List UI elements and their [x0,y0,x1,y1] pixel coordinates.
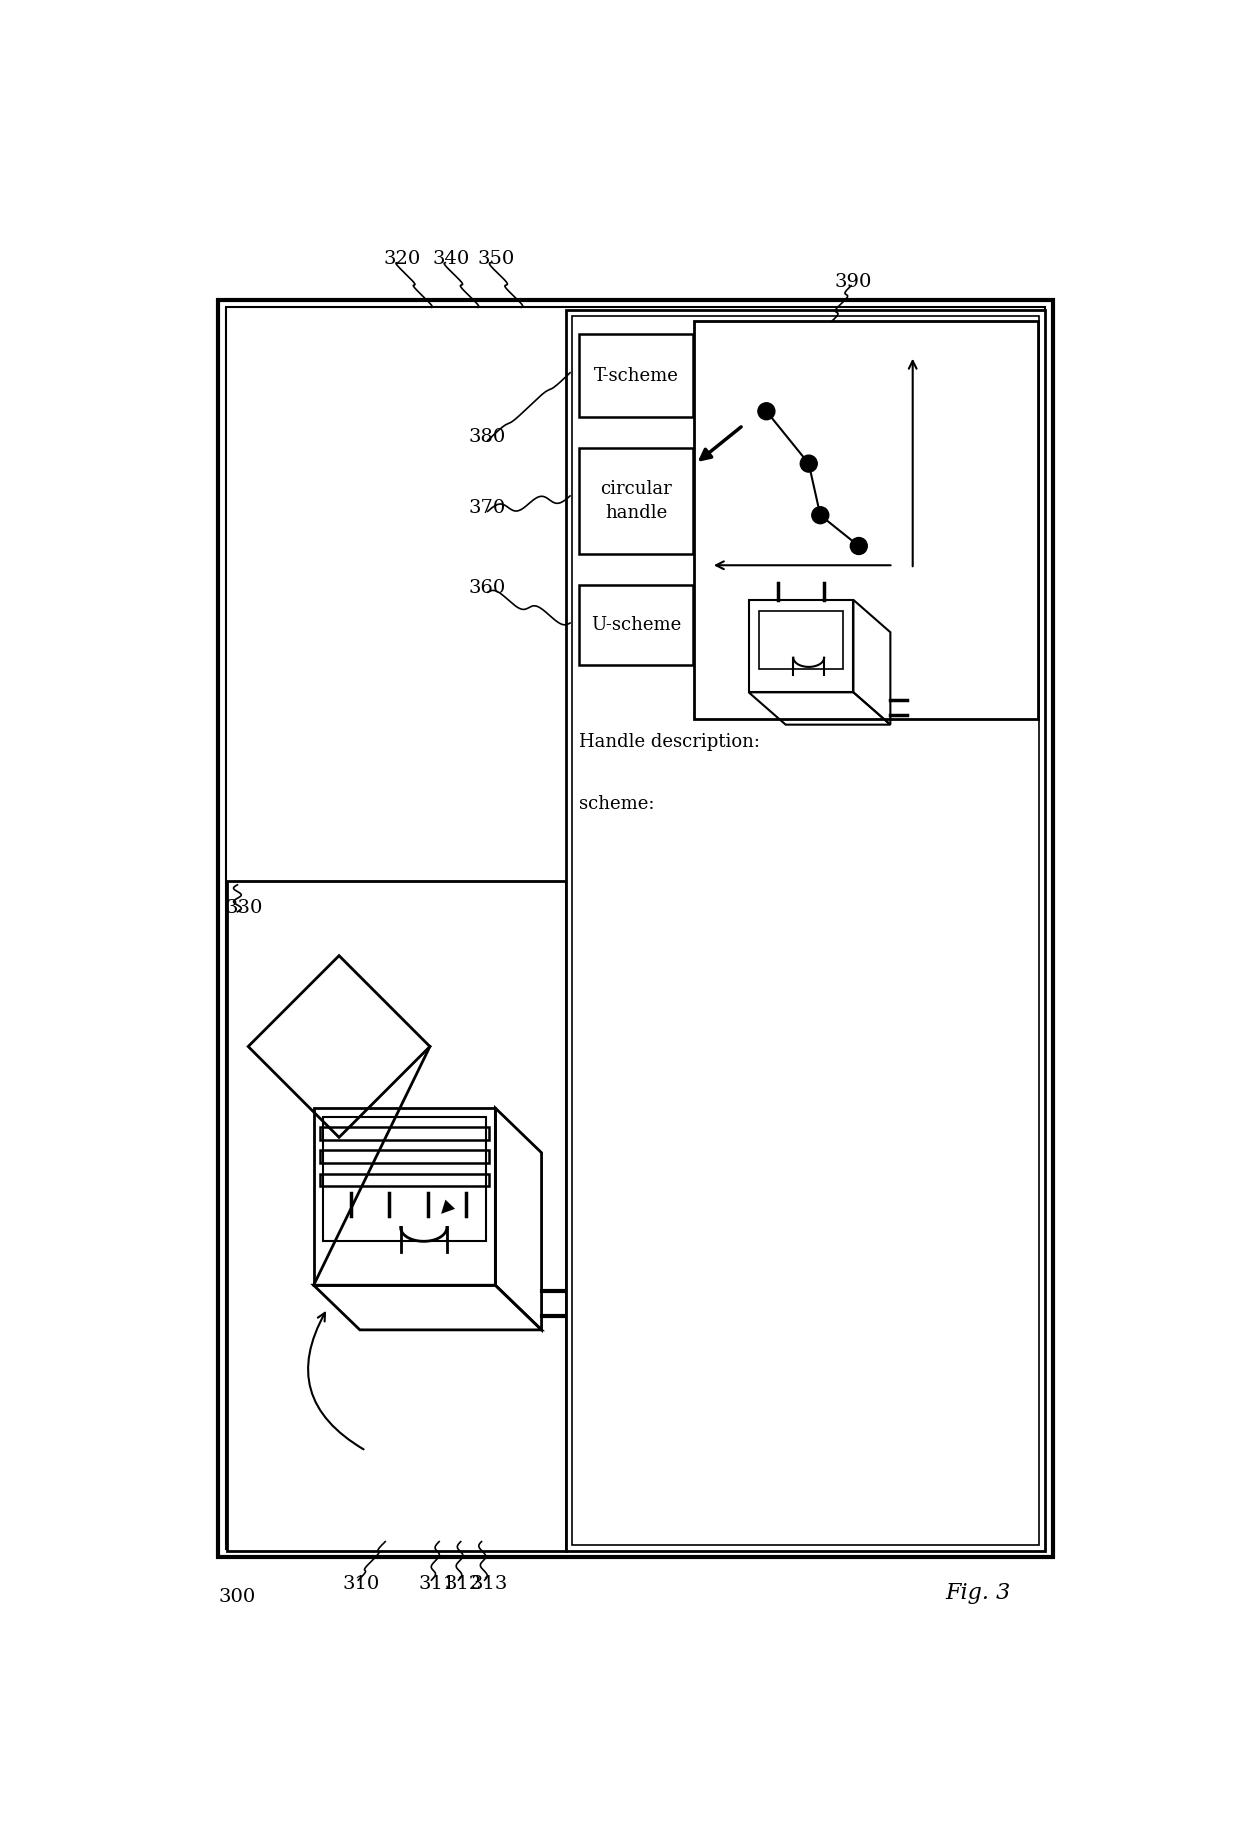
Text: 390: 390 [835,273,872,292]
Bar [320,1174,490,1187]
Text: 313: 313 [471,1575,508,1593]
Bar [573,315,1039,1544]
Text: 312: 312 [444,1575,482,1593]
Circle shape [851,538,867,554]
Bar [694,321,1038,720]
Text: 360: 360 [469,580,506,598]
Text: 330: 330 [226,899,263,917]
Circle shape [812,507,828,523]
Circle shape [800,456,817,472]
Text: circular
handle: circular handle [600,479,672,521]
Text: 311: 311 [418,1575,455,1593]
Bar [320,1150,490,1163]
Bar [579,334,693,417]
Bar [226,308,1045,1550]
Circle shape [758,403,775,419]
Text: 350: 350 [477,250,515,268]
Text: 340: 340 [433,250,470,268]
Bar [579,585,693,665]
Text: 320: 320 [383,250,420,268]
Bar [567,310,1045,1551]
Bar [579,448,693,554]
Text: 310: 310 [343,1575,381,1593]
Bar [759,611,843,669]
Text: Handle description:: Handle description: [579,733,760,751]
Text: T-scheme: T-scheme [594,366,678,385]
Bar [218,299,1053,1557]
Text: Fig. 3: Fig. 3 [946,1582,1011,1604]
Text: 300: 300 [218,1588,255,1606]
Bar [322,1117,486,1240]
Text: 370: 370 [469,498,506,516]
Text: U-scheme: U-scheme [591,616,682,634]
Bar [227,881,567,1551]
Text: 380: 380 [469,428,506,445]
Bar [320,1127,490,1139]
Text: scheme:: scheme: [579,795,655,813]
